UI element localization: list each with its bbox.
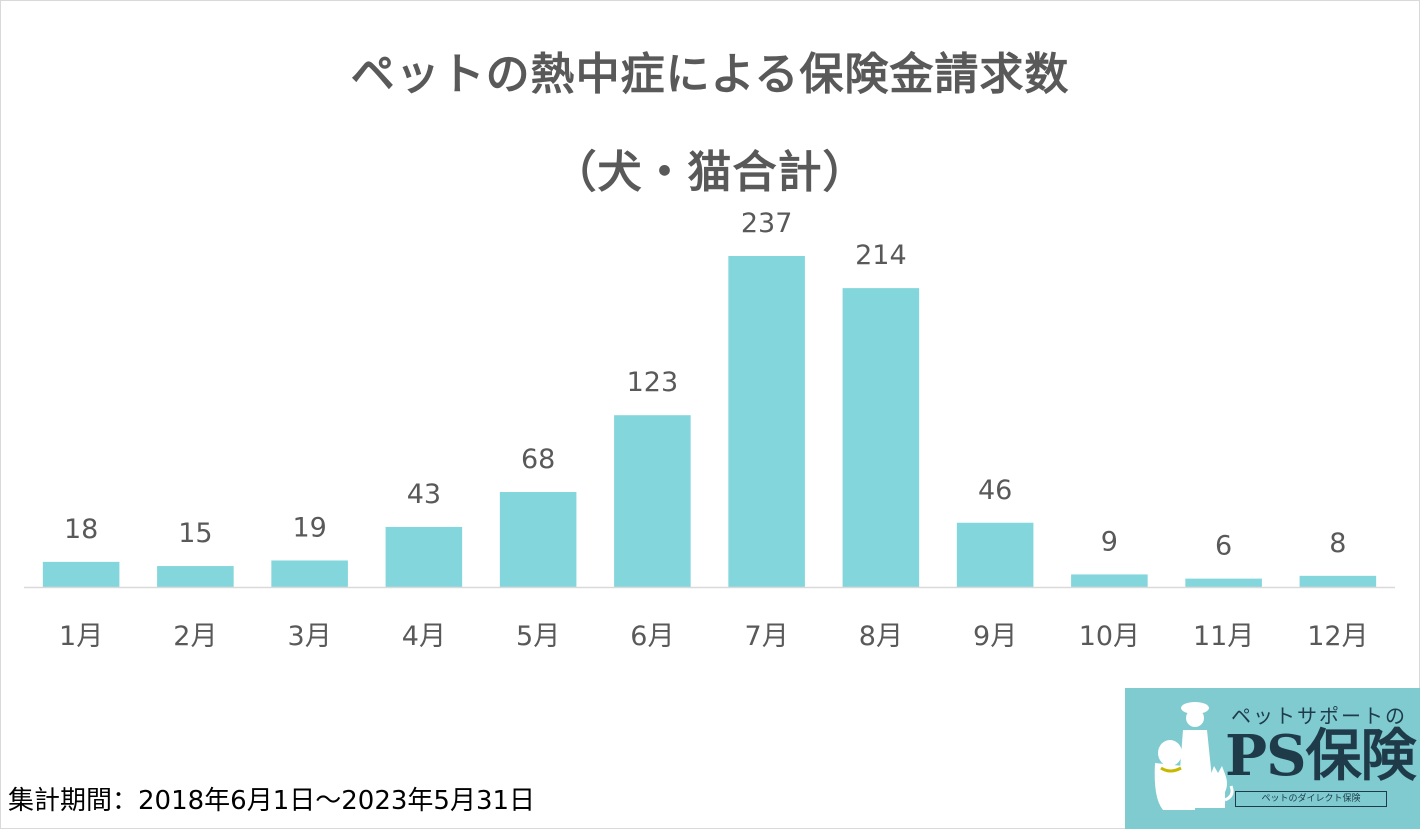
- x-tick-label: 5月: [516, 621, 560, 652]
- bar-1: [42, 561, 120, 587]
- chart-subtitle: （犬・猫合計）: [552, 147, 868, 198]
- bar-value-label: 46: [978, 475, 1012, 506]
- footnote: 集計期間：2018年6月1日～2023年5月31日: [8, 786, 536, 816]
- bar-value-label: 18: [64, 514, 98, 545]
- bar-3: [271, 560, 348, 587]
- bar-value-label: 6: [1215, 531, 1232, 562]
- pet-owner-illustration-icon: [1154, 702, 1234, 810]
- tick-labels-group: 1月 2月 3月 4月 5月 6月 7月 8月 9月 10月 11月 12月: [59, 621, 1369, 652]
- logo-top-text: ペットサポートの: [1231, 704, 1407, 728]
- bar-value-label: 8: [1329, 528, 1346, 559]
- bar-9: [956, 522, 1034, 587]
- bar-value-label: 214: [855, 240, 907, 271]
- bar-10: [1071, 574, 1148, 587]
- bar-value-label: 15: [178, 518, 212, 549]
- x-tick-label: 12月: [1307, 621, 1368, 652]
- logo-main-text: PS保険: [1225, 723, 1417, 789]
- bar-value-label: 19: [292, 512, 326, 543]
- ps-insurance-logo: ペットサポートの PS保険 ペットのダイレクト保険: [1125, 688, 1420, 829]
- x-tick-label: 2月: [173, 621, 217, 652]
- bar-value-label: 123: [627, 367, 679, 398]
- x-tick-label: 11月: [1193, 621, 1254, 652]
- x-tick-label: 10月: [1079, 621, 1140, 652]
- bar-8: [842, 288, 920, 587]
- x-tick-label: 1月: [59, 621, 103, 652]
- x-tick-label: 9月: [973, 621, 1017, 652]
- chart-title: ペットの熱中症による保険金請求数: [350, 49, 1070, 100]
- bar-6: [614, 415, 691, 587]
- x-tick-label: 6月: [630, 621, 674, 652]
- bar-12: [1299, 575, 1377, 587]
- bar-value-label: 68: [521, 444, 555, 475]
- logo-sub-text: ペットのダイレクト保険: [1235, 791, 1387, 807]
- x-tick-label: 7月: [745, 621, 789, 652]
- bar-value-label: 237: [741, 208, 793, 239]
- x-tick-label: 8月: [859, 621, 903, 652]
- x-tick-label: 3月: [288, 621, 332, 652]
- x-tick-label: 4月: [402, 621, 446, 652]
- bar-11: [1185, 578, 1262, 587]
- bars-group: [42, 256, 1377, 587]
- bar-7: [728, 256, 805, 587]
- bar-value-label: 9: [1101, 526, 1118, 557]
- bar-5: [499, 492, 577, 587]
- bar-2: [157, 566, 234, 587]
- bar-4: [385, 526, 463, 587]
- bar-value-label: 43: [407, 479, 441, 510]
